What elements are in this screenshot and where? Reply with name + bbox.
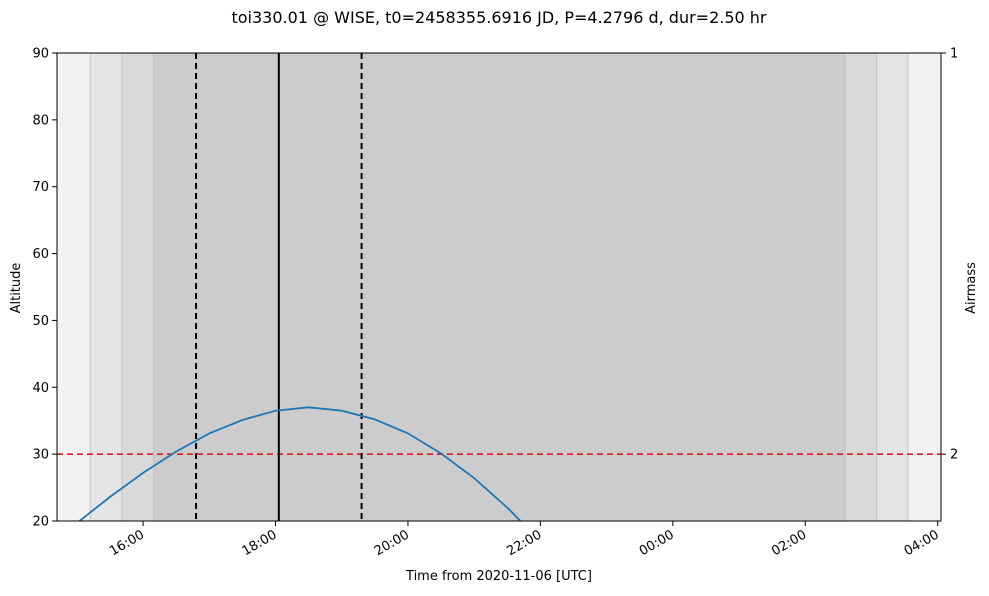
- y2-tick-label-2: 2: [950, 448, 958, 463]
- y-tick-label-90: 90: [32, 47, 49, 62]
- y-axis-label: Altitude: [9, 263, 24, 314]
- x-tick-label-1600: 16:00: [107, 527, 147, 559]
- x-tick-label-0400: 04:00: [902, 527, 942, 559]
- y-tick-label-50: 50: [32, 314, 49, 329]
- x-tick-label-1800: 18:00: [240, 527, 280, 559]
- x-tick-label-0200: 02:00: [769, 527, 809, 559]
- y2-tick-label-1: 1: [950, 47, 958, 62]
- y-tick-label-30: 30: [32, 448, 49, 463]
- y-tick-label-40: 40: [32, 381, 49, 396]
- y2-axis-label: Airmass: [964, 262, 979, 314]
- y-tick-label-20: 20: [32, 515, 49, 530]
- x-tick-label-2200: 22:00: [504, 527, 544, 559]
- y-tick-label-60: 60: [32, 247, 49, 262]
- x-tick-label-2000: 20:00: [372, 527, 412, 559]
- altitude-curve-1: [77, 406, 522, 521]
- plot-area: 20 30 40 50 60 70 80 90 1 2 16:00 18:00 20:00 22:00 00…: [32, 47, 958, 560]
- plot-frame: [56, 52, 942, 522]
- chart-title: toi330.01 @ WISE, t0=2458355.6916 JD, P=…: [231, 8, 766, 27]
- x-tick-label-0000: 00:00: [637, 527, 677, 559]
- y-tick-label-70: 70: [32, 180, 49, 195]
- x-axis-label: Time from 2020-11-06 [UTC]: [405, 569, 592, 584]
- twilight-band-3: [153, 52, 846, 522]
- y-tick-label-80: 80: [32, 113, 49, 128]
